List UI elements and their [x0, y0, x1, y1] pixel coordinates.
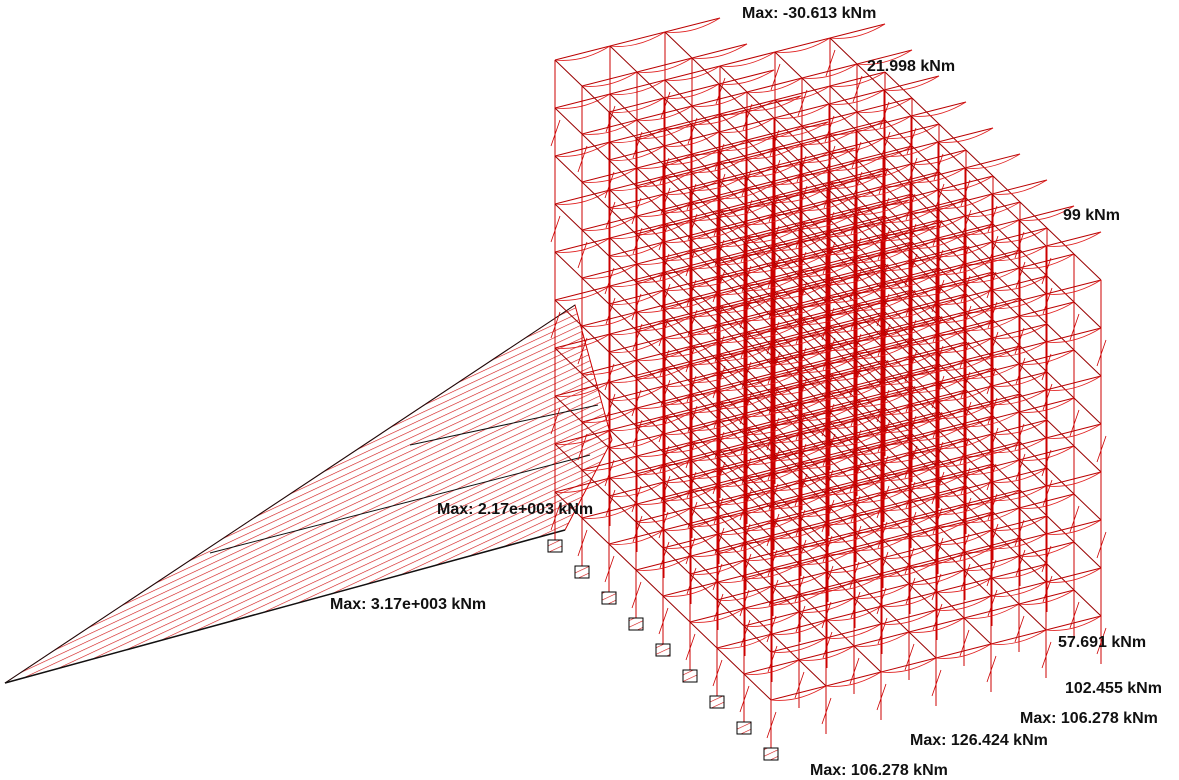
support [656, 644, 670, 656]
moment-label: Max: 126.424 kNm [910, 732, 1048, 749]
page: {"diagram": { "labels": [ "Max: -30.613 … [0, 0, 1179, 780]
moment-label: Max: 2.17e+003 kNm [437, 501, 593, 518]
moment-label: Max: 106.278 kNm [810, 762, 948, 779]
moment-label: Max: 106.278 kNm [1020, 710, 1158, 727]
support [764, 748, 778, 760]
support [737, 722, 751, 734]
support [629, 618, 643, 630]
moment-label: 99 kNm [1063, 207, 1120, 224]
viewport: Max: -30.613 kNm 21.998 kNm Max: 2.17e+0… [0, 0, 1179, 780]
support [683, 670, 697, 682]
support [575, 566, 589, 578]
support [548, 540, 562, 552]
moment-label: 21.998 kNm [867, 58, 955, 75]
moment-label: 102.455 kNm [1065, 680, 1162, 697]
moment-label: Max: 3.17e+003 kNm [330, 596, 486, 613]
moment-label: 57.691 kNm [1058, 634, 1146, 651]
moment-label: Max: -30.613 kNm [742, 5, 876, 22]
support [710, 696, 724, 708]
support [602, 592, 616, 604]
